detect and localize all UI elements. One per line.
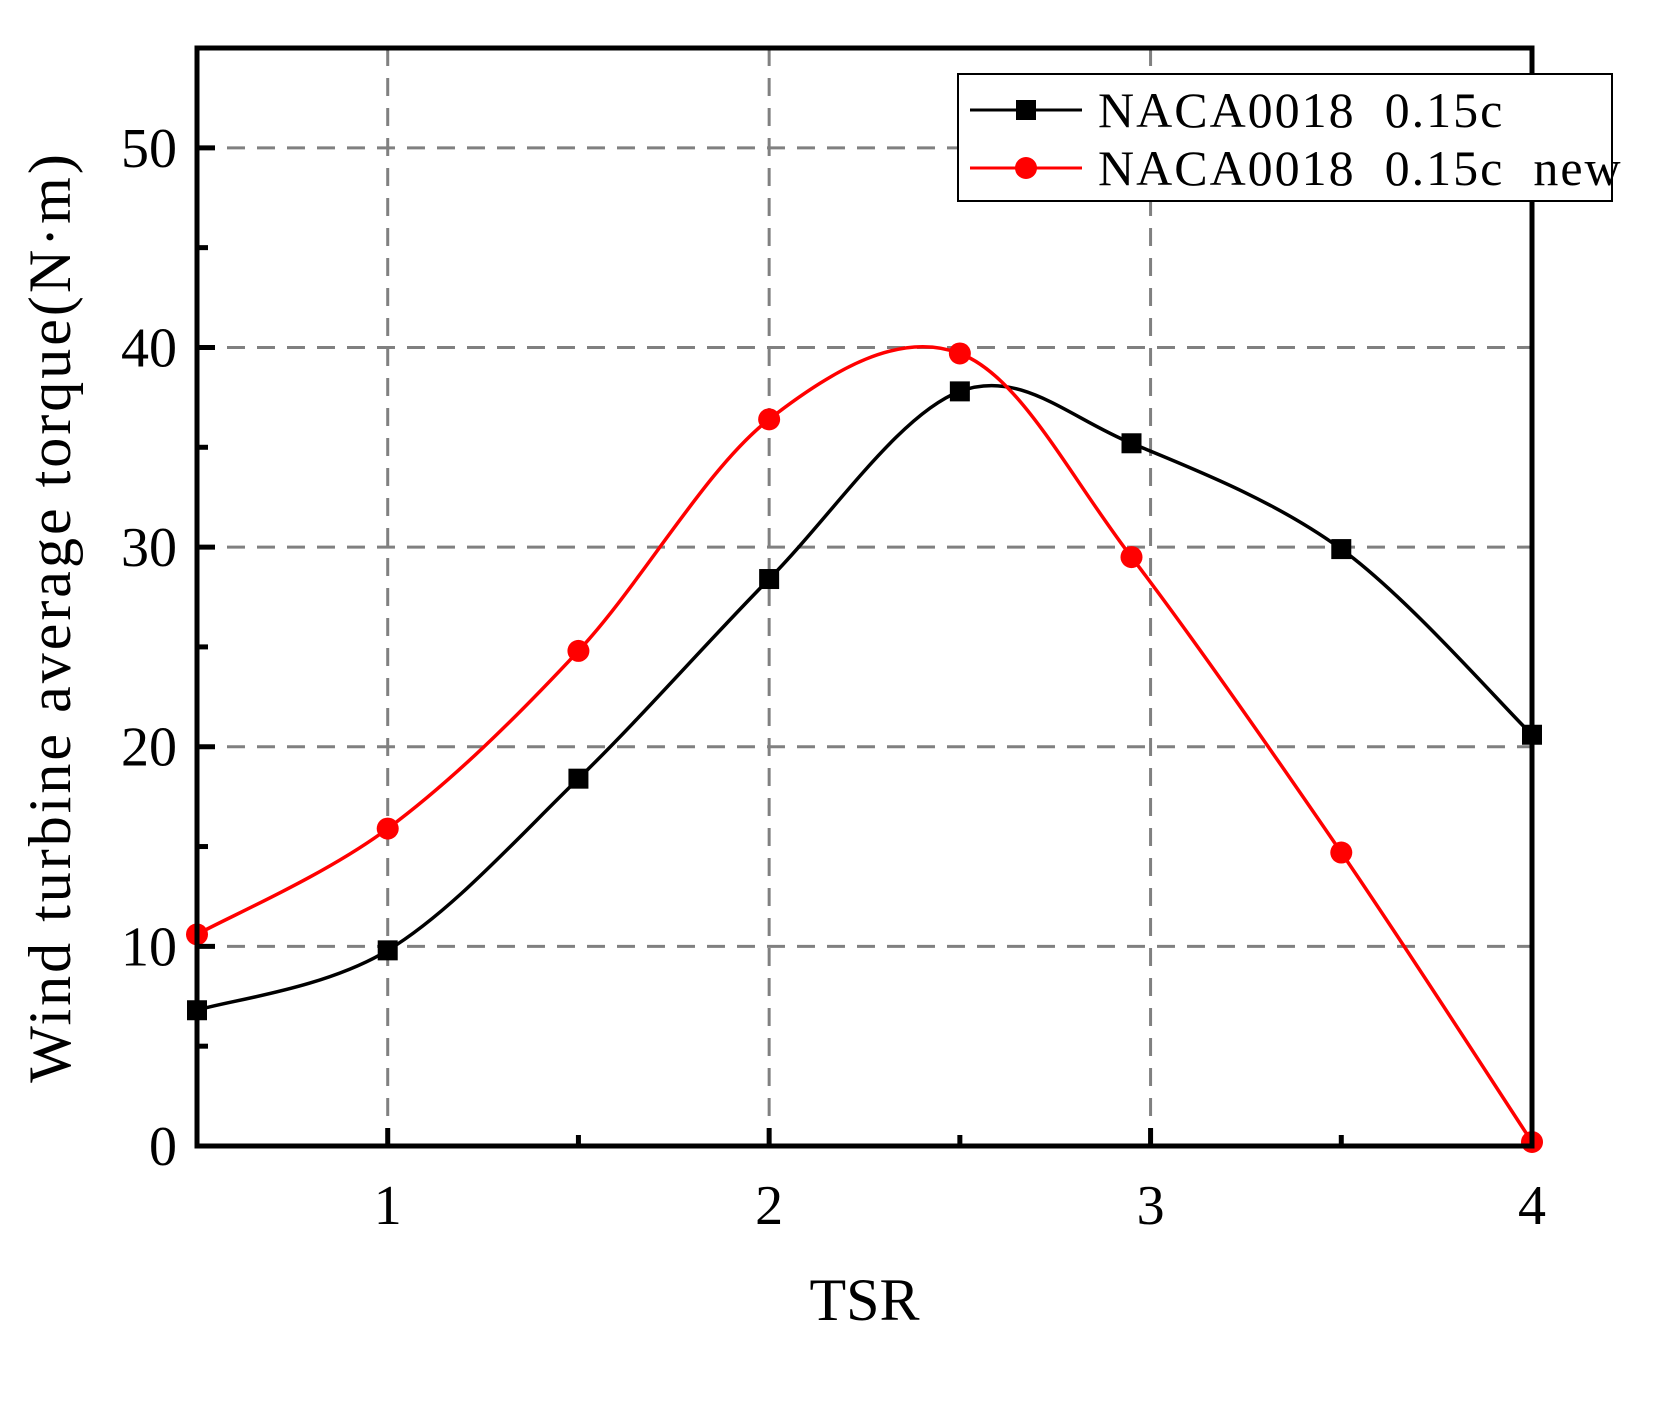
plot-frame xyxy=(194,45,1535,1149)
grid xyxy=(197,48,1532,1146)
x-axis-title: TSR xyxy=(809,1267,919,1333)
x-tick-label: 1 xyxy=(374,1175,402,1237)
legend: NACA0018 0.15c NACA0018 0.15c new xyxy=(957,73,1623,202)
data-point-circle xyxy=(948,342,971,365)
data-point-circle xyxy=(376,817,399,840)
legend-entry: NACA0018 0.15c xyxy=(970,82,1504,138)
data-point-circle xyxy=(758,408,781,431)
plot-series xyxy=(186,342,1543,1154)
data-point-square xyxy=(1121,433,1142,454)
data-point-square xyxy=(949,381,970,402)
data-point-square xyxy=(759,569,780,590)
y-tick-label: 40 xyxy=(121,317,177,379)
x-tick-label: 3 xyxy=(1137,1175,1165,1237)
series-line xyxy=(196,344,1534,1143)
x-tick-label: 2 xyxy=(755,1175,783,1237)
y-tick-label: 50 xyxy=(121,118,177,180)
data-point-square xyxy=(568,768,589,789)
data-point-circle xyxy=(567,639,590,662)
y-tick-label: 0 xyxy=(149,1116,177,1178)
legend-box xyxy=(957,73,1613,202)
legend-label: NACA0018 0.15c new xyxy=(1098,140,1623,196)
legend-circle-marker xyxy=(1015,157,1037,179)
data-point-square xyxy=(377,940,398,961)
y-tick-label: 10 xyxy=(121,916,177,978)
legend-label: NACA0018 0.15c xyxy=(1098,82,1504,138)
y-axis-title: Wind turbine average torque(N·m) xyxy=(17,151,83,1083)
legend-square-marker xyxy=(1016,100,1036,120)
legend-entry: NACA0018 0.15c new xyxy=(970,140,1623,196)
y-tick-label: 30 xyxy=(121,517,177,579)
series-line xyxy=(196,383,1534,1012)
y-tick-label: 20 xyxy=(121,717,177,779)
data-point-circle xyxy=(1330,841,1353,864)
x-tick-label: 4 xyxy=(1518,1175,1546,1237)
data-point-square xyxy=(1331,539,1352,560)
data-point-circle xyxy=(1120,546,1143,569)
